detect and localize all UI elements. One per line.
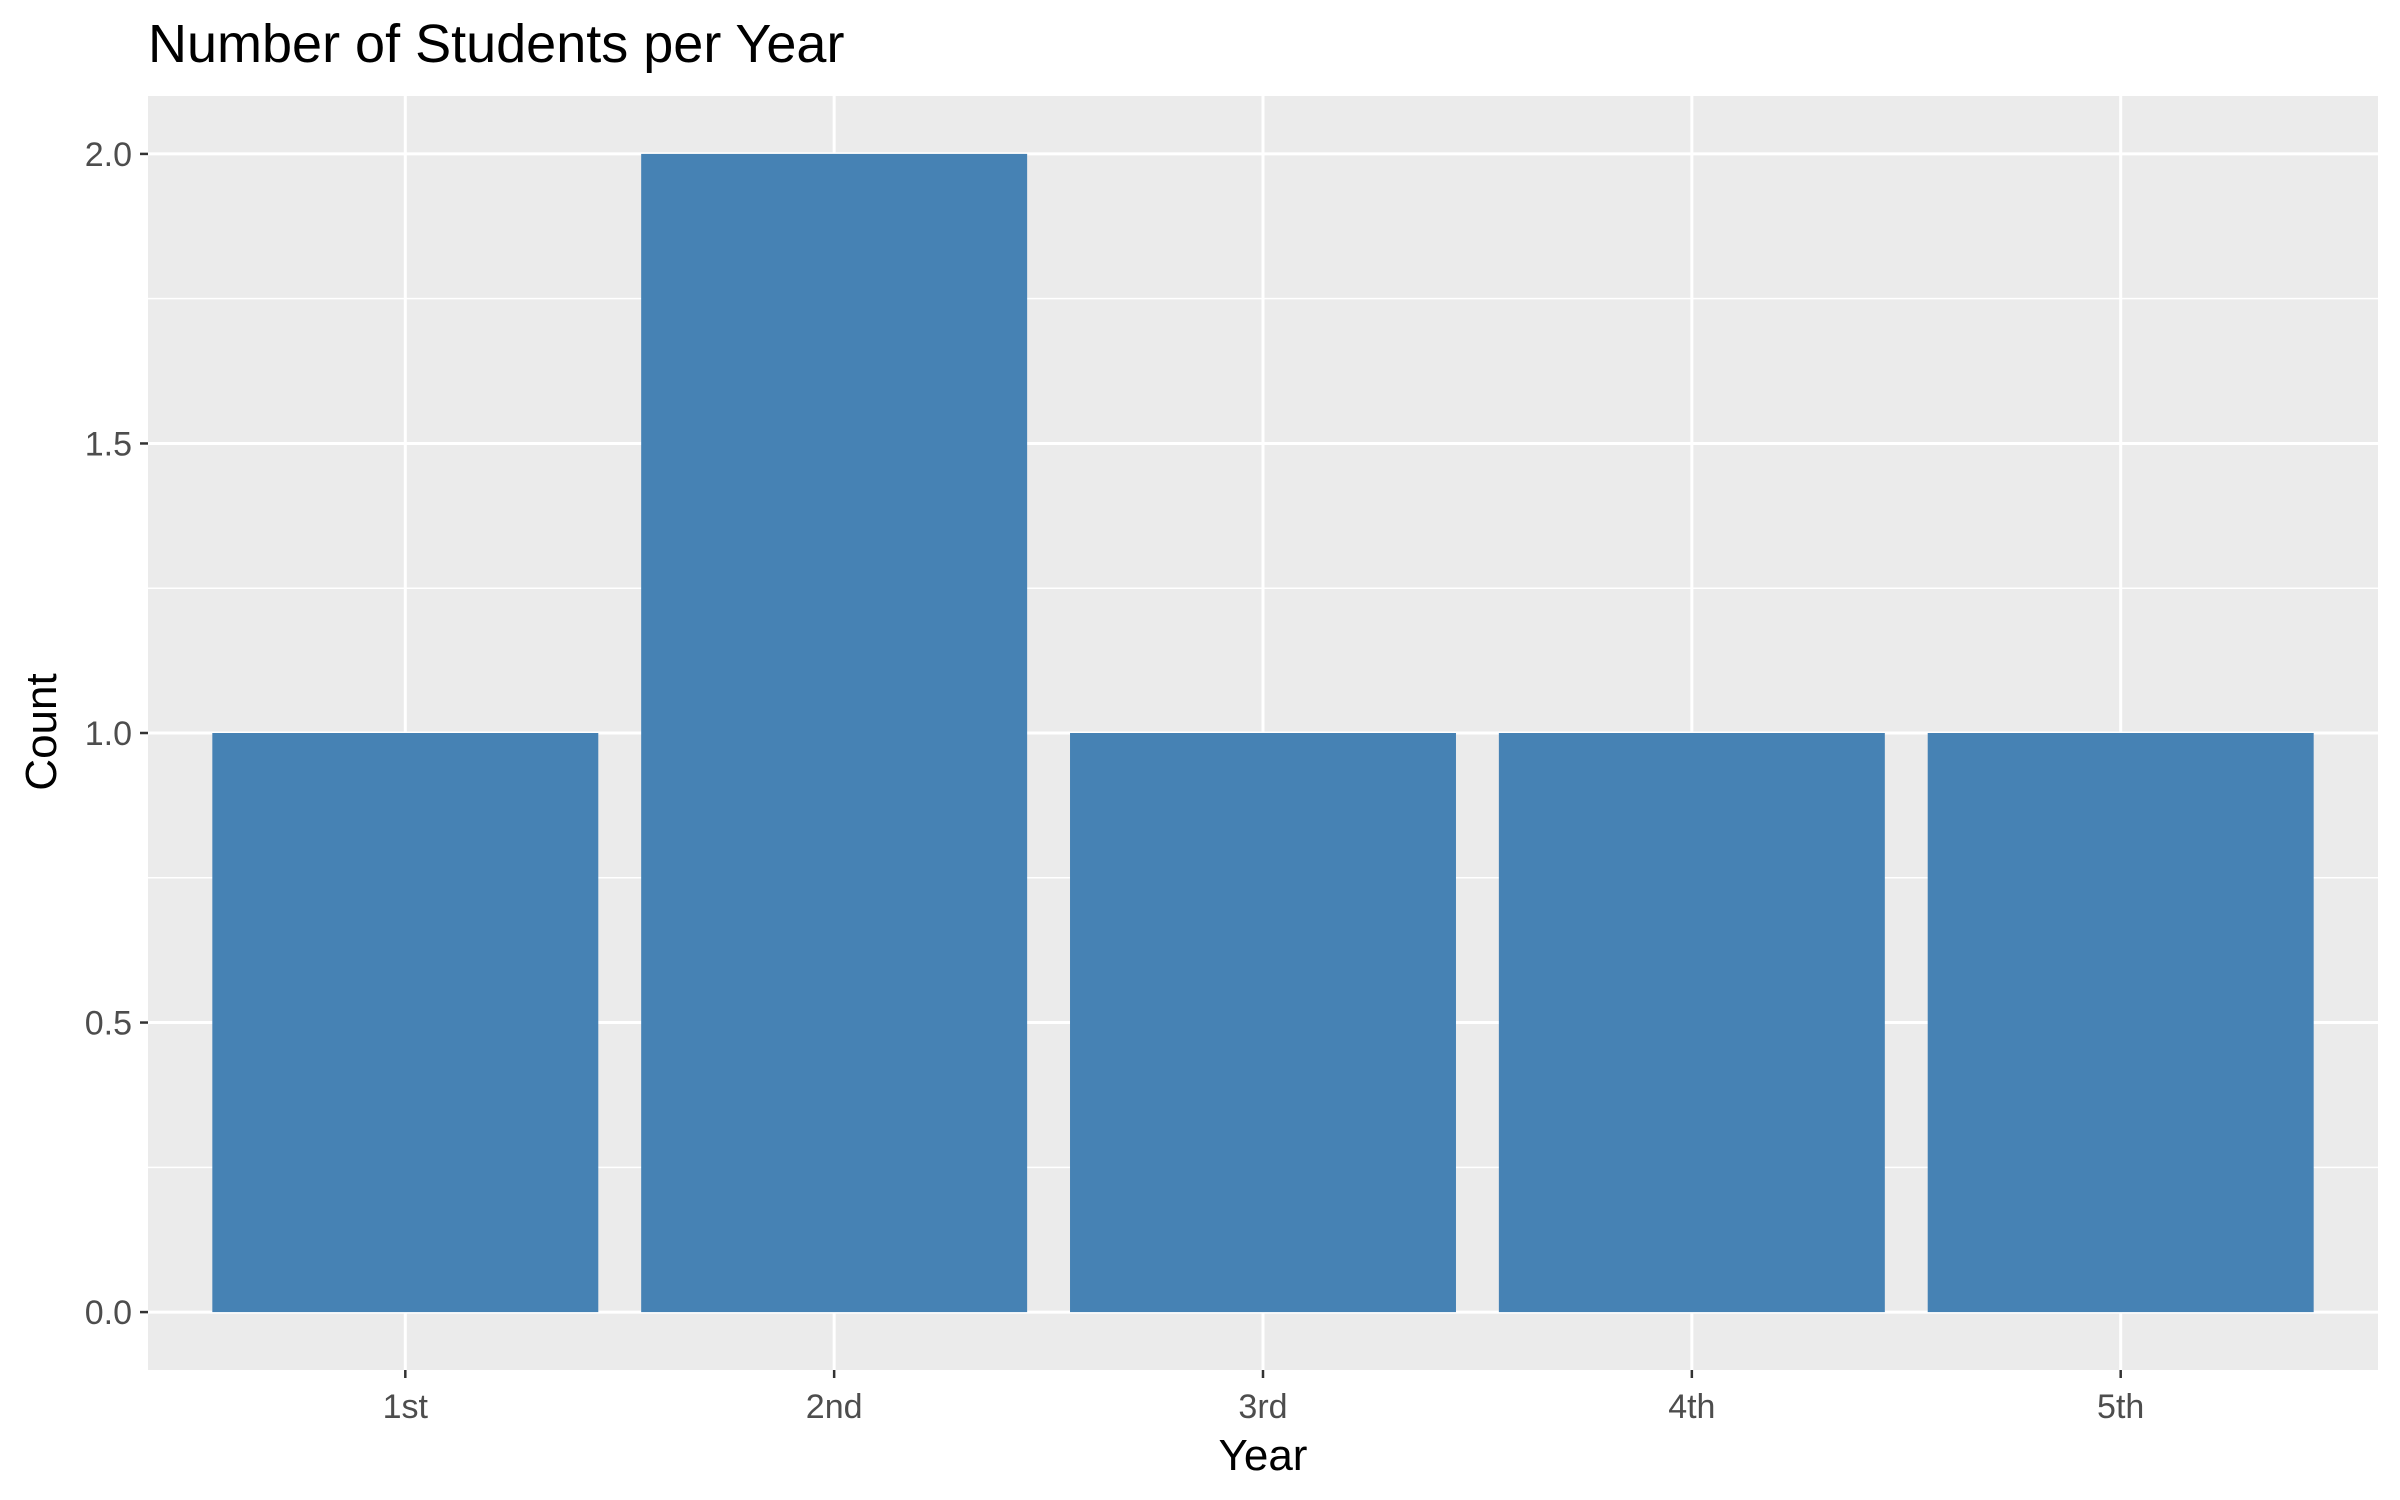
x-axis-title: Year bbox=[1219, 1431, 1308, 1480]
bars bbox=[212, 153, 2314, 1313]
x-tick-label: 2nd bbox=[806, 1388, 863, 1426]
y-tick-label: 1.5 bbox=[85, 425, 132, 463]
bar-1st bbox=[212, 733, 599, 1313]
bar-2nd bbox=[641, 153, 1028, 1313]
bar-5th bbox=[1927, 733, 2314, 1313]
x-axis: 1st 2nd 3rd 4th 5th bbox=[383, 1370, 2144, 1426]
y-tick-label: 2.0 bbox=[85, 136, 132, 174]
x-tick-label: 3rd bbox=[1238, 1388, 1287, 1426]
chart-title: Number of Students per Year bbox=[148, 14, 844, 74]
bar-4th bbox=[1498, 733, 1885, 1313]
x-tick-label: 5th bbox=[2097, 1388, 2144, 1426]
y-tick-label: 0.0 bbox=[85, 1294, 132, 1332]
x-tick-label: 1st bbox=[383, 1388, 429, 1426]
bar-3rd bbox=[1070, 733, 1456, 1313]
y-tick-label: 0.5 bbox=[85, 1005, 132, 1043]
y-tick-label: 1.0 bbox=[85, 715, 132, 753]
y-axis-title: Count bbox=[17, 673, 66, 790]
x-tick-label: 4th bbox=[1668, 1388, 1715, 1426]
y-axis: 0.0 0.5 1.0 1.5 2.0 bbox=[85, 136, 148, 1332]
